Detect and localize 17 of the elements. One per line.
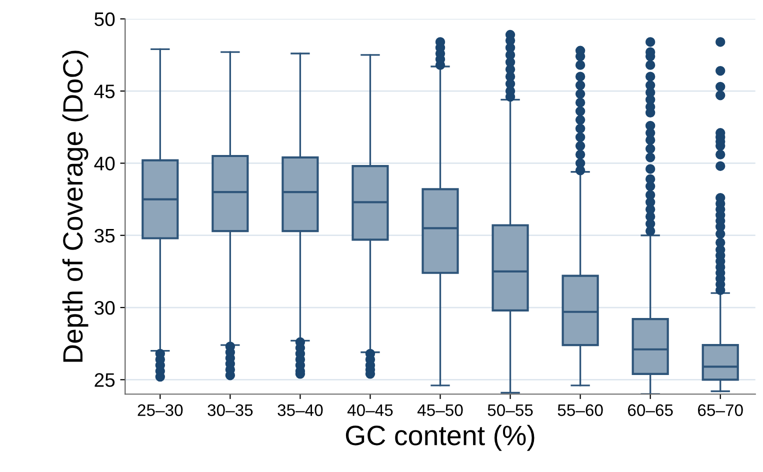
x-tick-label: 30–35 <box>208 404 253 416</box>
x-tick-label: 65–70 <box>698 404 743 416</box>
x-tick-label: 55–60 <box>558 404 603 416</box>
x-tick-label: 50–55 <box>488 404 533 416</box>
y-axis-title: Depth of Coverage (DoC) <box>62 50 88 362</box>
x-tick-label: 35–40 <box>278 404 323 416</box>
x-axis-title: GC content (%) <box>346 424 534 451</box>
x-tick-label: 45–50 <box>417 404 463 416</box>
y-tick-label: 30 <box>94 300 115 315</box>
x-tick-label: 40–45 <box>347 404 393 416</box>
y-tick-label: 45 <box>94 84 115 98</box>
y-tick-label: 40 <box>94 156 115 170</box>
y-tick-label: 25 <box>94 373 115 387</box>
x-tick-label: 25–30 <box>138 404 183 416</box>
y-tick-label: 50 <box>94 12 115 26</box>
x-tick-label: 60–65 <box>628 404 673 416</box>
y-tick-label: 35 <box>94 228 115 243</box>
